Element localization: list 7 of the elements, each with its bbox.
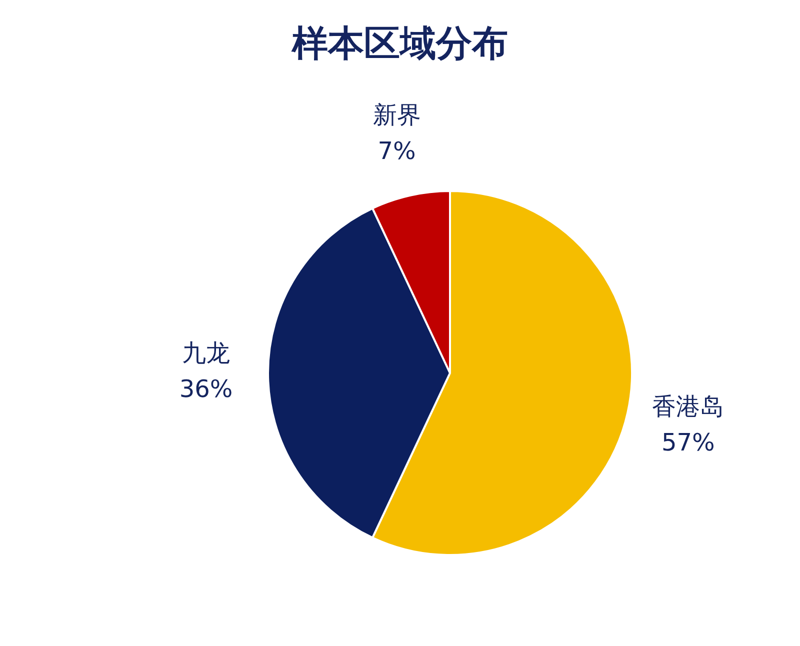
data-label: 57% (661, 428, 715, 456)
slice-label: 新界 (372, 101, 421, 130)
data-label: 7% (378, 137, 416, 166)
slice-label: 九龙 (182, 339, 230, 368)
slice-label: 香港岛 (652, 392, 724, 420)
chart-title: 样本区域分布 (291, 23, 508, 64)
data-label: 36% (179, 375, 233, 404)
